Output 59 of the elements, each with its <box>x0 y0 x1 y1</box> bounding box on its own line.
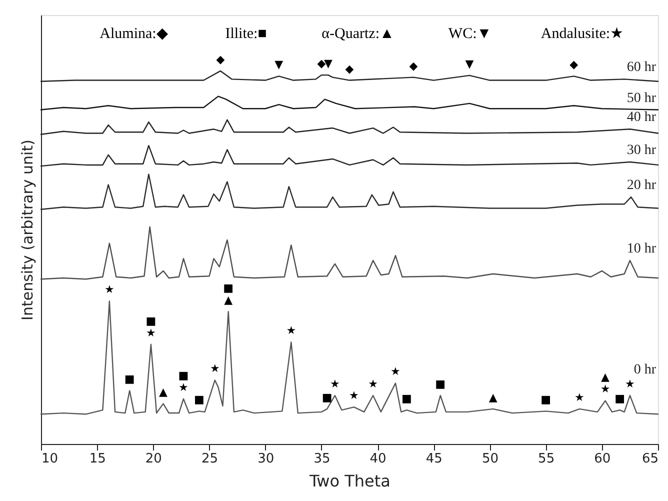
series-label: 20 hr <box>626 178 656 194</box>
series-label: 0 hr <box>634 362 656 378</box>
annotation: ★ <box>286 324 296 338</box>
annotation: ▲ <box>488 390 498 404</box>
annotation: ★ <box>349 389 360 402</box>
text: α-Quartz:▲ <box>322 26 394 42</box>
series-label: 50 hr <box>626 90 656 106</box>
annotation: ▼ <box>465 57 474 70</box>
annotation: ★ <box>104 283 114 296</box>
y-axis-title: Intensity (arbitrary unit) <box>18 140 36 320</box>
x-tick-label: 45 <box>426 452 442 466</box>
series-label: 10 hr <box>626 241 656 256</box>
annotation: ▲ <box>601 370 610 384</box>
series-label: 40 hr <box>626 110 656 126</box>
annotation: ★ <box>574 390 585 404</box>
annotation: ★ <box>210 362 220 376</box>
annotation: ▲ <box>159 386 168 399</box>
annotation: ◆ <box>216 52 226 66</box>
x-tick-label: 35 <box>314 452 330 466</box>
annotation: ■ <box>146 314 156 328</box>
text: Andalusite:★ <box>540 26 624 42</box>
annotation: ★ <box>146 326 156 340</box>
x-tick-label: 50 <box>482 452 498 466</box>
annotation: ■ <box>614 392 626 406</box>
annotation: ★ <box>368 378 378 391</box>
x-tick-label: 40 <box>370 452 386 466</box>
annotation: ★ <box>600 382 610 396</box>
x-tick-label: 65 <box>642 452 658 466</box>
annotation: ★ <box>390 365 401 378</box>
x-tick-label: 20 <box>145 452 162 466</box>
annotation: ★ <box>625 378 636 391</box>
annotation: ■ <box>178 368 189 382</box>
annotation: ■ <box>322 390 332 404</box>
annotation: ★ <box>330 378 340 391</box>
annotation: ■ <box>540 393 552 406</box>
x-tick-label: 55 <box>538 452 555 466</box>
annotation: ▼ <box>274 58 284 72</box>
series-label: 30 hr <box>626 142 656 158</box>
series-label: 60 hr <box>626 60 656 76</box>
x-axis-title: Two Theta <box>308 472 390 490</box>
text: Illite:■ <box>225 26 267 42</box>
text: Alumina:◆ <box>100 26 168 42</box>
annotation: ■ <box>194 393 204 406</box>
annotation: ◆ <box>345 62 354 76</box>
text: WC:▼ <box>448 26 492 42</box>
annotation: ■ <box>223 282 234 295</box>
x-tick-label: 10 <box>42 452 58 466</box>
x-tick-label: 30 <box>258 452 274 466</box>
x-tick-label: 15 <box>89 452 106 466</box>
x-tick-label: 60 <box>594 452 611 466</box>
annotation: ■ <box>435 378 446 391</box>
annotation: ◆ <box>409 59 418 72</box>
annotation: ▼ <box>324 57 333 70</box>
annotation: ■ <box>402 392 412 406</box>
annotation: ▲ <box>224 294 234 307</box>
annotation: ◆ <box>570 58 579 72</box>
x-tick-label: 25 <box>202 452 218 466</box>
annotation: ★ <box>178 380 189 394</box>
annotation: ■ <box>124 372 135 386</box>
